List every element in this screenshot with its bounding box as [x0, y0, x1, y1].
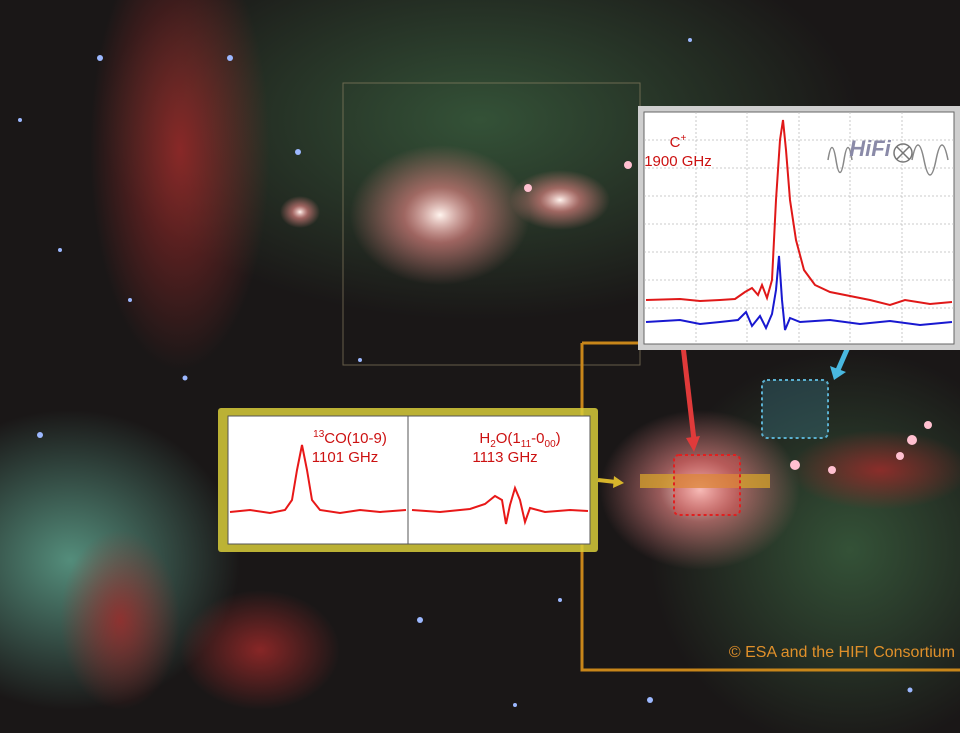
- cyan-arrowhead: [830, 366, 846, 380]
- red-dotted-box: [673, 454, 741, 516]
- co-freq: 1101 GHz: [312, 449, 378, 466]
- label-part: -0: [531, 430, 544, 447]
- label-base: CO(10-9): [324, 430, 387, 447]
- credit: © ESA and the HIFI Consortium: [729, 644, 955, 661]
- c-plus-panel: C+ 1900 GHz HiFi: [638, 106, 960, 350]
- yellow-arrow: [597, 478, 617, 484]
- c-plus-freq: 1900 GHz: [644, 153, 712, 170]
- co-h2o-panel: 13CO(10-9) 1101 GHz H2O(111-000) 1113 GH…: [218, 408, 598, 552]
- h2o-label: H2O(111-000): [479, 430, 560, 450]
- slit-band: [640, 474, 770, 488]
- yellow-arrowhead: [613, 476, 624, 488]
- blue-dotted-box: [761, 379, 829, 439]
- label-part: ): [556, 430, 561, 447]
- label-sub: 11: [521, 439, 532, 450]
- c-plus-label: C+: [670, 133, 687, 151]
- label-part: H: [479, 430, 490, 447]
- instrument-logo: HiFi: [849, 136, 891, 161]
- label-part: O(1: [496, 430, 521, 447]
- label-sup: +: [681, 133, 687, 144]
- co-label: 13CO(10-9): [313, 429, 387, 447]
- label-sub: 2: [490, 439, 496, 450]
- label-base: C: [670, 134, 681, 151]
- red-arrowhead: [686, 436, 700, 452]
- label-sup: 13: [313, 429, 325, 440]
- h2o-freq: 1113 GHz: [472, 449, 537, 466]
- label-sub: 00: [545, 439, 557, 450]
